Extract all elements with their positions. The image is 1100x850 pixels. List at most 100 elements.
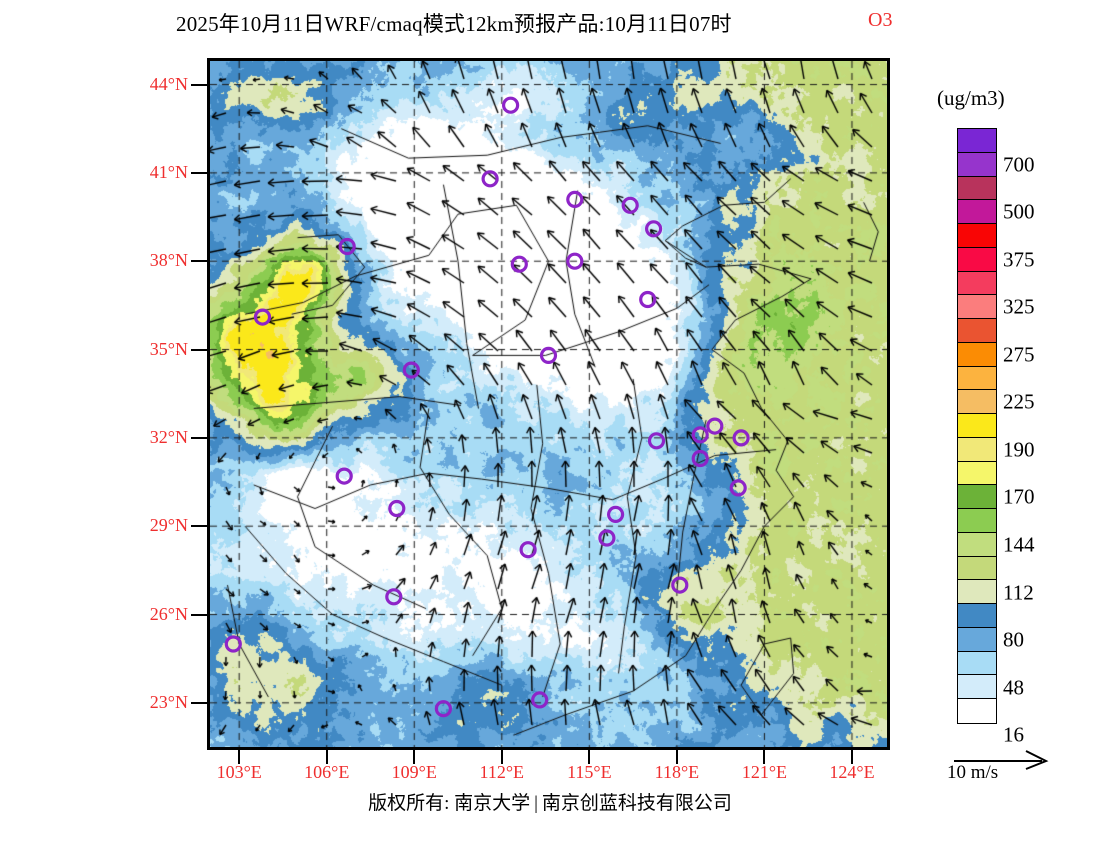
colorbar-tick-label: 80 <box>1003 627 1024 652</box>
page-title: 2025年10月11日WRF/cmaq模式12km预报产品:10月11日07时 <box>176 12 732 36</box>
lon-tick-mark <box>675 750 678 764</box>
station-marker[interactable] <box>385 588 403 606</box>
lat-tick-label: 41°N <box>149 161 188 182</box>
colorbar-cell <box>958 247 996 272</box>
lon-tick-mark <box>413 750 416 764</box>
station-marker[interactable] <box>519 541 537 559</box>
colorbar-cell <box>958 461 996 486</box>
lat-tick-label: 29°N <box>149 515 188 536</box>
colorbar-cell <box>958 200 996 224</box>
station-marker[interactable] <box>729 479 747 497</box>
footer: 版权所有: 南京大学 | 南京创蓝科技有限公司 <box>0 788 1100 815</box>
station-marker[interactable] <box>539 346 558 364</box>
colorbar-cell <box>958 295 996 319</box>
colorbar-tick-label: 500 <box>1003 199 1035 224</box>
station-marker[interactable] <box>566 252 584 270</box>
colorbar-cell <box>958 152 996 177</box>
colorbar-cell <box>958 176 996 201</box>
station-marker[interactable] <box>566 190 584 208</box>
station-marker[interactable] <box>598 529 616 547</box>
station-marker[interactable] <box>388 499 406 518</box>
station-marker[interactable] <box>481 170 499 188</box>
colorbar-cell <box>958 675 996 699</box>
colorbar-cell <box>958 699 996 723</box>
colorbar-tick-label: 112 <box>1003 580 1034 604</box>
station-marker[interactable] <box>691 426 709 444</box>
colorbar-cell <box>958 390 996 414</box>
colorbar-tick-label: 16 <box>1003 722 1024 747</box>
lon-tick-label: 103°E <box>216 762 262 782</box>
lat-tick-mark <box>191 171 207 174</box>
lat-tick-mark <box>191 613 207 616</box>
lon-tick-mark <box>588 750 591 764</box>
lat-tick-label: 35°N <box>149 338 188 359</box>
station-marker[interactable] <box>338 237 356 256</box>
lat-tick-mark <box>191 260 207 263</box>
colorbar-cell <box>958 532 996 557</box>
map-overlay <box>224 96 750 718</box>
station-marker[interactable] <box>224 635 242 653</box>
station-marker[interactable] <box>706 417 724 435</box>
colorbar-cell <box>958 580 996 604</box>
station-marker[interactable] <box>253 308 272 326</box>
lat-tick-label: 26°N <box>149 603 188 624</box>
lon-tick-label: 121°E <box>741 762 788 782</box>
lat-tick-mark <box>191 701 207 704</box>
station-marker[interactable] <box>639 290 657 309</box>
lon-tick-mark <box>500 750 503 764</box>
lat-tick-label: 38°N <box>149 250 188 271</box>
lon-tick-label: 124°E <box>829 762 875 782</box>
lon-tick-label: 106°E <box>304 762 350 782</box>
colorbar-tick-label: 375 <box>1003 247 1035 272</box>
colorbar-tick-label: 48 <box>1003 675 1024 700</box>
lon-tick-mark <box>325 750 328 764</box>
colorbar-tick-label: 190 <box>1003 437 1035 462</box>
lon-tick-label: 118°E <box>654 762 700 782</box>
station-marker[interactable] <box>645 220 663 238</box>
colorbar-tick-label: 170 <box>1003 484 1035 509</box>
lat-tick-mark <box>191 525 207 528</box>
station-marker[interactable] <box>691 449 709 468</box>
colorbar-tick-label: 225 <box>1003 389 1035 414</box>
footer-separator: | <box>534 793 538 814</box>
lat-tick-label: 44°N <box>149 73 188 94</box>
lon-tick-label: 112°E <box>479 762 525 782</box>
lat-tick-mark <box>191 436 207 439</box>
colorbar-cell <box>958 604 996 628</box>
station-marker[interactable] <box>502 96 520 114</box>
station-marker[interactable] <box>402 361 420 379</box>
map-raster <box>210 61 887 747</box>
colorbar-cell <box>958 366 996 391</box>
footer-copyright: 版权所有: 南京大学 <box>368 793 531 814</box>
forecast-map[interactable] <box>207 58 890 750</box>
colorbar-cell <box>958 319 996 343</box>
colorbar-cell <box>958 271 996 296</box>
station-marker[interactable] <box>335 467 353 485</box>
station-marker[interactable] <box>531 691 549 709</box>
species-label: O3 <box>868 9 893 31</box>
station-marker[interactable] <box>671 576 689 594</box>
colorbar-cell <box>958 509 996 533</box>
footer-organization: 南京创蓝科技有限公司 <box>541 793 732 814</box>
station-marker[interactable] <box>621 196 639 214</box>
station-marker[interactable] <box>434 700 452 718</box>
colorbar-cell <box>958 414 996 438</box>
colorbar-cell <box>958 556 996 581</box>
station-marker[interactable] <box>607 505 625 523</box>
colorbar-cell <box>958 342 996 367</box>
station-marker[interactable] <box>647 432 666 450</box>
colorbar-tick-label: 144 <box>1003 532 1035 557</box>
lon-tick-label: 115°E <box>567 762 612 782</box>
lon-tick-mark <box>850 750 853 764</box>
lon-tick-mark <box>238 750 241 764</box>
station-marker[interactable] <box>510 255 528 273</box>
lat-tick-mark <box>191 83 207 86</box>
colorbar-cell <box>958 437 996 462</box>
colorbar-cell <box>958 651 996 676</box>
lat-tick-label: 32°N <box>149 426 188 447</box>
station-marker[interactable] <box>732 429 750 447</box>
colorbar-tick-label: 700 <box>1003 152 1035 177</box>
lon-tick-mark <box>763 750 766 764</box>
colorbar-cell <box>958 129 996 153</box>
title-bar: 2025年10月11日WRF/cmaq模式12km预报产品:10月11日07时 … <box>0 8 1100 38</box>
